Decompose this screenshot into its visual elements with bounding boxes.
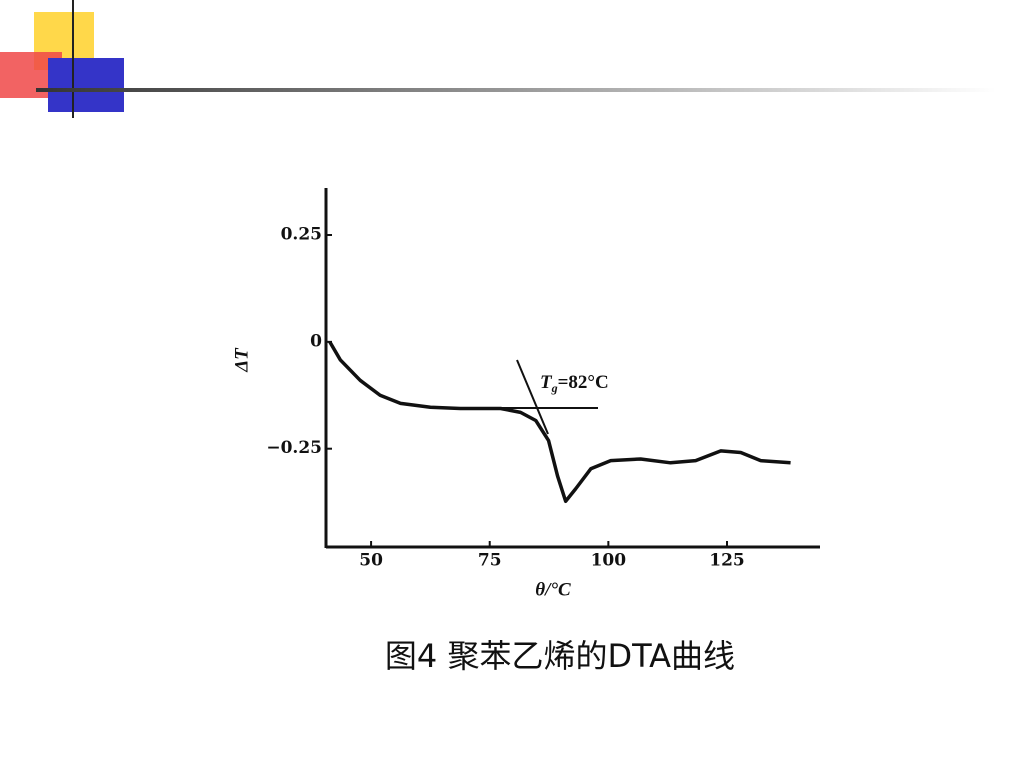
x-tick-label: 50	[359, 551, 383, 571]
data-line	[328, 340, 791, 504]
deco-rule	[36, 88, 996, 92]
x-tick-label: 75	[478, 551, 502, 571]
x-tick-label: 100	[591, 551, 627, 571]
y-axis-label: ΔT	[231, 347, 252, 373]
x-axis-label: θ/°C	[535, 579, 571, 600]
y-tick-label: −0.25	[266, 438, 322, 458]
y-tick-label: 0	[310, 331, 322, 351]
tangent-line	[516, 359, 549, 435]
annotation: Tg=82°C	[540, 372, 609, 394]
x-tick-label: 125	[709, 551, 745, 571]
caption: 图4 聚苯乙烯的DTA曲线	[385, 637, 735, 675]
deco-blue	[48, 58, 124, 112]
y-tick-label: 0.25	[281, 225, 322, 245]
